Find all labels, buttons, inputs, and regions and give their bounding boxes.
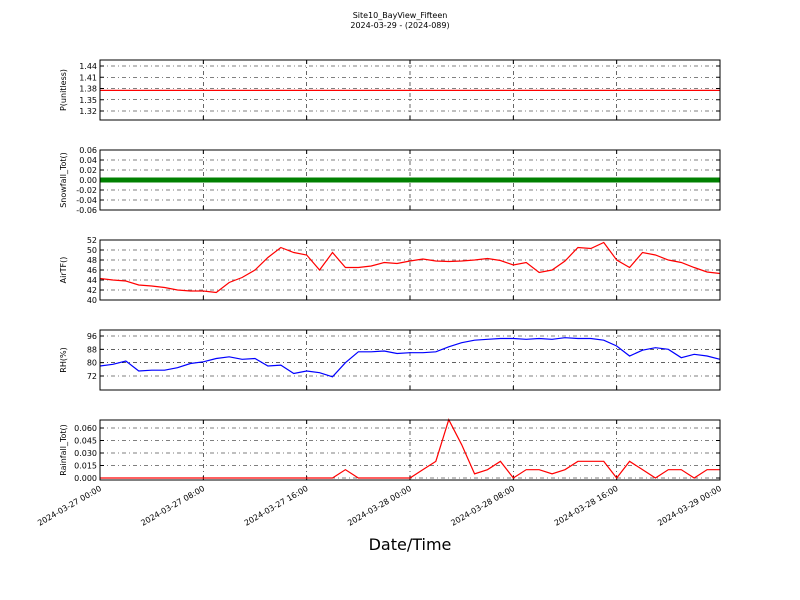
y-axis-label: AirTF() (59, 257, 68, 284)
y-tick-label: 44 (87, 276, 97, 285)
y-axis-label: P(unitless) (59, 69, 68, 111)
y-tick-label: 0.02 (79, 166, 97, 175)
y-axis-label: RH(%) (59, 347, 68, 372)
y-tick-label: 0.000 (74, 474, 97, 483)
data-line (99, 337, 721, 378)
figure-title: Site10_BayView_Fifteen (353, 11, 448, 20)
y-tick-label: 52 (87, 236, 97, 245)
y-tick-label: -0.02 (76, 186, 97, 195)
y-axis-label: Snowfall_Tot() (59, 152, 68, 208)
y-axis-label: Rainfall_Tot() (59, 424, 68, 476)
figure-subtitle: 2024-03-29 - (2024-089) (350, 21, 449, 30)
y-tick-label: 72 (87, 372, 97, 381)
y-tick-label: 88 (87, 345, 97, 354)
y-tick-label: -0.04 (76, 196, 97, 205)
y-tick-label: 48 (87, 256, 97, 265)
y-tick-label: 0.00 (79, 176, 97, 185)
y-tick-label: 42 (87, 286, 97, 295)
panel-frame (99, 239, 721, 301)
y-tick-label: 1.32 (79, 107, 97, 116)
panel-frame (99, 149, 721, 211)
y-tick-label: 0.045 (74, 437, 97, 446)
data-line (99, 241, 721, 294)
y-tick-label: 1.35 (79, 96, 97, 105)
panel-frame (99, 329, 721, 391)
y-tick-label: 96 (87, 332, 97, 341)
y-tick-label: 50 (87, 246, 97, 255)
y-tick-label: 1.38 (79, 85, 97, 94)
y-tick-label: 0.015 (74, 462, 97, 471)
y-tick-label: 1.41 (79, 73, 97, 82)
y-tick-label: 80 (87, 359, 97, 368)
x-axis-label: Date/Time (369, 535, 452, 554)
y-tick-label: 0.060 (74, 424, 97, 433)
y-tick-label: 0.06 (79, 146, 97, 155)
y-tick-label: 40 (87, 296, 97, 305)
y-tick-label: 46 (87, 266, 97, 275)
y-tick-label: 1.44 (79, 62, 97, 71)
data-line (100, 418, 720, 479)
y-tick-label: 0.030 (74, 449, 97, 458)
panel-frame (99, 59, 721, 121)
y-tick-label: -0.06 (76, 206, 97, 215)
panel-frame (99, 419, 721, 481)
y-tick-label: 0.04 (79, 156, 97, 165)
